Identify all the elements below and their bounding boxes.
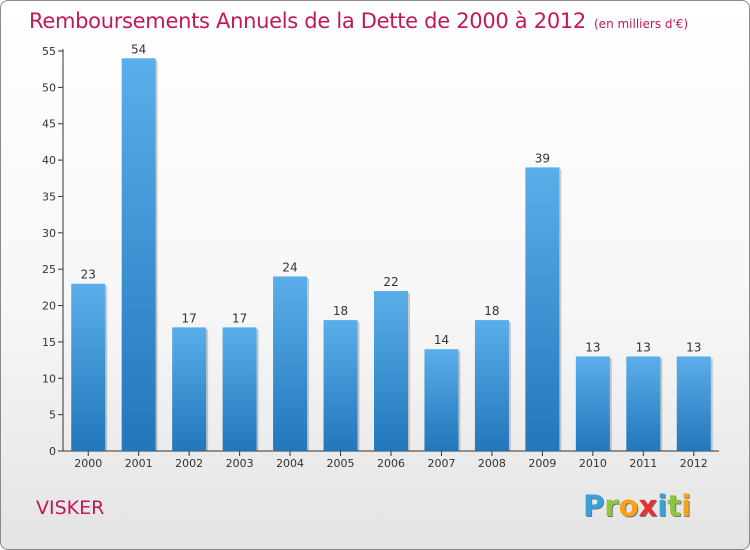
y-tick-label: 20 [42, 300, 56, 313]
bar [575, 356, 610, 451]
chart-axes: 0 5 10 15 20 25 30 35 40 45 50 55 2000 2001 2002 2003 20… [42, 45, 719, 470]
bar-value-label: 13 [686, 340, 701, 354]
bar-value-label: 13 [585, 340, 600, 354]
y-tick-label: 35 [42, 190, 56, 203]
y-tick-label: 50 [42, 81, 56, 94]
y-tick-label: 55 [42, 45, 56, 58]
bar [172, 327, 207, 451]
bar [424, 349, 459, 451]
x-tick-label: 2003 [226, 457, 254, 470]
y-tick-label: 15 [42, 336, 56, 349]
logo-letter: P [583, 489, 605, 523]
x-tick-label: 2005 [327, 457, 355, 470]
x-tick-label: 2012 [680, 457, 708, 470]
bar-value-label: 22 [383, 275, 398, 289]
chart-subtitle: (en milliers d'€) [594, 17, 689, 31]
bar-value-label: 24 [282, 260, 297, 274]
bar-value-label: 54 [131, 42, 146, 56]
y-tick-label: 5 [49, 409, 56, 422]
logo-letter: o [618, 489, 639, 523]
bar-value-label: 14 [434, 333, 449, 347]
chart-title-text: Remboursements Annuels de la Dette de 20… [29, 9, 586, 33]
bar [222, 327, 257, 451]
bar [626, 356, 661, 451]
bar [273, 276, 308, 451]
x-tick-label: 2007 [427, 457, 455, 470]
x-tick-label: 2000 [74, 457, 102, 470]
x-tick-label: 2004 [276, 457, 304, 470]
bar [474, 320, 509, 451]
x-tick-label: 2008 [478, 457, 506, 470]
bar [525, 167, 560, 451]
bar [121, 58, 156, 451]
logo-letter: r [604, 489, 619, 523]
bar-value-label: 17 [182, 311, 197, 325]
bar-value-label: 13 [636, 340, 651, 354]
bar-value-label: 18 [333, 304, 348, 318]
logo-letter: t [667, 489, 682, 523]
bar-value-label: 17 [232, 311, 247, 325]
chart-labels: 23 54 17 17 24 18 22 14 18 39 13 13 13 [81, 42, 702, 354]
chart-bars [71, 58, 713, 451]
y-tick-label: 45 [42, 118, 56, 131]
y-tick-label: 10 [42, 372, 56, 385]
y-tick-label: 30 [42, 227, 56, 240]
bar-value-label: 23 [81, 268, 96, 282]
x-tick-label: 2002 [175, 457, 203, 470]
bar [323, 320, 358, 451]
logo-letter: i [657, 489, 668, 523]
y-tick-label: 25 [42, 263, 56, 276]
place-name: VISKER [36, 497, 105, 519]
bar [676, 356, 711, 451]
x-tick-label: 2006 [377, 457, 405, 470]
proxiti-logo[interactable]: Proxiti [583, 489, 691, 523]
bar [71, 283, 106, 451]
x-tick-label: 2011 [629, 457, 657, 470]
bar [374, 291, 408, 451]
logo-letter: i [681, 489, 692, 523]
x-tick-label: 2010 [579, 457, 607, 470]
x-tick-label: 2001 [125, 457, 153, 470]
logo-letter: x [638, 489, 658, 523]
bar-value-label: 18 [484, 304, 499, 318]
y-tick-label: 0 [49, 445, 56, 458]
chart-title: Remboursements Annuels de la Dette de 20… [29, 9, 688, 33]
bar-value-label: 39 [535, 151, 550, 165]
x-tick-label: 2009 [528, 457, 556, 470]
y-tick-label: 40 [42, 154, 56, 167]
